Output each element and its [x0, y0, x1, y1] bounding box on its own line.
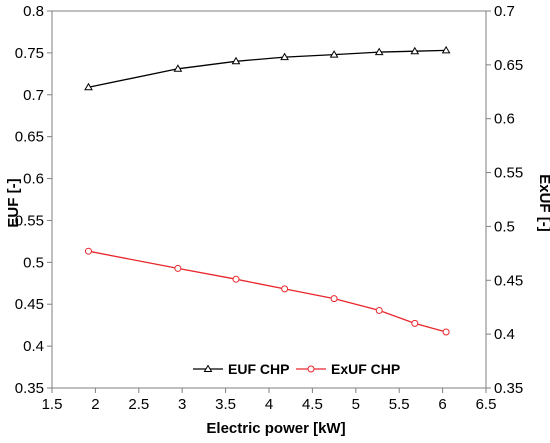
- x-tick-label: 1.5: [42, 396, 63, 413]
- y-right-tick-label: 0.55: [494, 165, 523, 182]
- x-tick-label: 2.5: [128, 396, 149, 413]
- y-right-tick-label: 0.65: [494, 57, 523, 74]
- y-right-axis-title: ExUF [-]: [536, 174, 550, 232]
- x-tick-label: 6: [438, 396, 446, 413]
- legend: EUF CHP ExUF CHP: [193, 361, 400, 377]
- x-axis-ticks: 1.5 2 2.5 3 3.5 4 4.5 5 5.5 6 6.5: [42, 388, 497, 413]
- x-tick-label: 5: [352, 396, 360, 413]
- data-point-exuf-chp: [330, 295, 338, 303]
- data-point-euf-chp: [173, 64, 183, 72]
- legend-marker-euf-chp: [203, 364, 213, 372]
- series-line-exuf-chp: [88, 250, 447, 333]
- data-point-exuf-chp: [232, 275, 240, 283]
- y-left-tick-label: 0.5: [23, 254, 44, 271]
- y-right-axis-ticks: 0.35 0.4 0.45 0.5 0.55 0.6 0.65 0.7: [486, 3, 523, 397]
- y-left-tick-label: 0.75: [15, 45, 44, 62]
- data-point-euf-chp: [329, 50, 339, 58]
- y-right-tick-label: 0.35: [494, 380, 523, 397]
- legend-marker-exuf-chp: [307, 365, 315, 373]
- x-tick-label: 3.5: [215, 396, 236, 413]
- y-left-tick-label: 0.55: [15, 212, 44, 229]
- data-point-euf-chp: [410, 46, 420, 55]
- data-point-euf-chp: [231, 56, 241, 65]
- data-point-exuf-chp: [375, 306, 383, 314]
- data-point-exuf-chp: [281, 285, 289, 293]
- data-point-exuf-chp: [442, 328, 450, 336]
- data-point-euf-chp: [84, 82, 93, 91]
- x-axis-title: Electric power [kW]: [206, 420, 345, 437]
- y-left-tick-label: 0.35: [15, 380, 44, 397]
- series-line-euf-chp: [88, 49, 447, 88]
- y-left-tick-label: 0.8: [23, 3, 44, 20]
- y-left-tick-label: 0.65: [15, 129, 44, 146]
- y-left-axis-ticks: 0.35 0.4 0.45 0.5 0.55 0.6 0.65 0.7 0.75 0.8: [15, 3, 52, 397]
- legend-label-exuf-chp: ExUF CHP: [331, 361, 400, 377]
- y-left-axis-title: EUF [-]: [5, 178, 22, 227]
- x-tick-label: 6.5: [476, 396, 497, 413]
- y-left-tick-label: 0.6: [23, 171, 44, 188]
- data-point-exuf-chp: [84, 247, 92, 255]
- y-right-tick-label: 0.45: [494, 272, 523, 289]
- x-tick-label: 2: [91, 396, 99, 413]
- x-tick-label: 4.5: [302, 396, 323, 413]
- y-left-tick-label: 0.7: [23, 87, 44, 104]
- data-point-exuf-chp: [174, 264, 182, 272]
- y-right-tick-label: 0.4: [494, 326, 515, 343]
- y-right-tick-label: 0.5: [494, 218, 515, 235]
- series-layer: [84, 45, 451, 336]
- data-point-exuf-chp: [411, 319, 419, 327]
- x-tick-label: 4: [265, 396, 273, 413]
- y-left-tick-label: 0.4: [23, 338, 44, 355]
- legend-label-euf-chp: EUF CHP: [228, 361, 289, 377]
- data-point-euf-chp: [441, 45, 451, 54]
- y-right-tick-label: 0.6: [494, 111, 515, 128]
- x-tick-label: 3: [178, 396, 186, 413]
- x-tick-label: 5.5: [389, 396, 410, 413]
- data-point-euf-chp: [280, 52, 289, 61]
- data-point-euf-chp: [374, 47, 384, 56]
- y-right-tick-label: 0.7: [494, 3, 515, 20]
- y-left-tick-label: 0.45: [15, 296, 44, 313]
